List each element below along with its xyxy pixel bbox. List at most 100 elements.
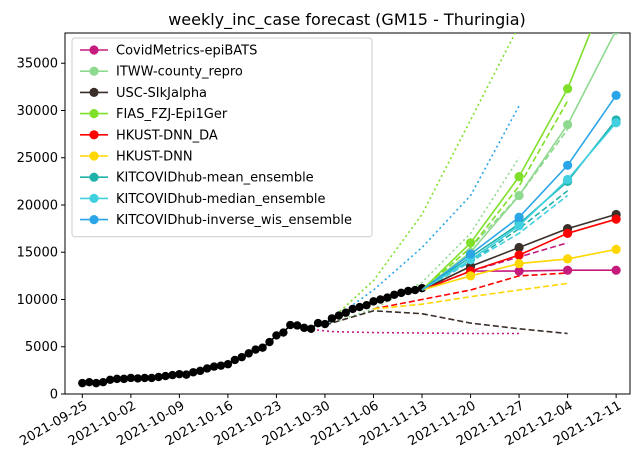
- legend-label-hkust-dnn: HKUST-DNN: [116, 150, 193, 165]
- legend-label-covidmetrics-epibats: CovidMetrics-epiBATS: [116, 44, 257, 59]
- legend-label-itww-county-repro: ITWW-county_repro: [116, 65, 243, 80]
- observed-point: [383, 293, 392, 302]
- observed-point: [258, 343, 267, 352]
- legend-marker-kitcovidhub-median-ensemble: [89, 193, 99, 203]
- observed-point: [189, 368, 198, 377]
- dotted-line-covidmetrics-epibats: [297, 327, 520, 335]
- y-tick-label: 25000: [17, 151, 58, 166]
- observed-point: [168, 370, 177, 380]
- legend-box: [71, 37, 373, 238]
- y-tick-label: 30000: [17, 104, 58, 119]
- chart-title: weekly_inc_case forecast (GM15 - Thuring…: [168, 10, 526, 30]
- observed-point: [195, 366, 205, 376]
- legend-marker-covidmetrics-epibats: [89, 45, 99, 55]
- observed-point: [140, 373, 149, 383]
- series-point-hkust-dnn: [563, 254, 573, 264]
- observed-point: [341, 308, 350, 317]
- observed-point: [403, 286, 413, 296]
- legend-marker-kitcovidhub-inverse-wis-ensemble: [89, 215, 99, 225]
- dotted-line-itww-county-repro: [324, 157, 520, 326]
- legend-label-kitcovidhub-median-ensemble: KITCOVIDhub-median_ensemble: [116, 192, 326, 207]
- observed-point: [306, 324, 316, 333]
- legend-label-fias-fzj-epi1ger: FIAS_FZJ-Epi1Ger: [116, 107, 228, 122]
- observed-point: [334, 311, 344, 320]
- observed-point: [397, 288, 406, 298]
- series-point-covidmetrics-epibats: [563, 265, 573, 275]
- y-tick-label: 15000: [17, 246, 58, 261]
- observed-point: [348, 304, 357, 314]
- observed-point: [279, 328, 288, 337]
- legend-label-usc-sikjalpha: USC-SIkJalpha: [116, 86, 207, 101]
- observed-point: [78, 378, 87, 388]
- observed-point: [320, 319, 330, 329]
- observed-point: [105, 375, 115, 385]
- dashed-line-hkust-dnn: [373, 282, 568, 310]
- observed-point: [91, 378, 101, 388]
- observed-point: [417, 283, 427, 293]
- series-point-fias-fzj-epi1ger: [465, 238, 476, 248]
- observed-point: [237, 352, 246, 362]
- observed-point: [230, 355, 240, 365]
- observed-point: [175, 369, 184, 379]
- observed-point: [293, 321, 302, 330]
- series-point-itww-county-repro: [612, 33, 620, 35]
- observed-point: [112, 374, 122, 384]
- series-point-kitcovidhub-inverse-wis-ensemble: [563, 160, 573, 170]
- observed-point: [390, 290, 399, 299]
- observed-point: [327, 314, 337, 323]
- plot-area: [78, 33, 621, 388]
- observed-point: [272, 331, 281, 340]
- x-axis: 2021-09-252021-10-022021-10-092021-10-16…: [17, 394, 624, 449]
- observed-point: [313, 318, 323, 328]
- legend-label-hkust-dnn-da: HKUST-DNN_DA: [116, 128, 218, 143]
- series-point-hkust-dnn-da: [514, 250, 524, 260]
- observed-point: [369, 297, 378, 306]
- observed-point: [223, 360, 233, 369]
- observed-point: [216, 361, 226, 370]
- observed-point: [251, 345, 260, 354]
- legend-marker-itww-county-repro: [89, 66, 99, 76]
- series-point-itww-county-repro: [514, 190, 524, 201]
- legend-marker-fias-fzj-epi1ger: [89, 109, 99, 119]
- observed-point: [355, 302, 364, 312]
- series-point-covidmetrics-epibats: [611, 265, 621, 275]
- series-point-kitcovidhub-median-ensemble: [563, 174, 573, 185]
- legend-label-kitcovidhub-mean-ensemble: KITCOVIDhub-mean_ensemble: [116, 171, 314, 186]
- legend-marker-usc-sikjalpha: [89, 87, 99, 97]
- legend: CovidMetrics-epiBATS ITWW-county_repro USC…: [71, 37, 373, 238]
- y-tick-label: 0: [50, 388, 58, 403]
- observed-point: [126, 373, 136, 383]
- y-tick-label: 35000: [17, 57, 58, 72]
- series-point-kitcovidhub-inverse-wis-ensemble: [465, 249, 476, 259]
- observed-point: [376, 295, 385, 304]
- series-point-fias-fzj-epi1ger: [563, 84, 573, 94]
- observed-point: [286, 320, 295, 330]
- series-point-usc-sikjalpha: [514, 242, 524, 253]
- observed-point: [119, 374, 129, 384]
- series-point-kitcovidhub-median-ensemble: [611, 118, 621, 128]
- y-tick-label: 5000: [25, 340, 58, 355]
- observed-point: [85, 377, 94, 387]
- observed-point: [133, 374, 142, 383]
- series-point-hkust-dnn: [611, 244, 621, 255]
- dashed-line-kitcovidhub-median-ensemble: [421, 194, 569, 291]
- series-point-fias-fzj-epi1ger: [514, 172, 524, 182]
- series-line-covidmetrics-epibats: [470, 269, 617, 272]
- observed-point: [202, 364, 212, 373]
- observed-point: [154, 372, 163, 382]
- legend-marker-kitcovidhub-mean-ensemble: [89, 172, 99, 182]
- series-point-hkust-dnn-da: [563, 228, 573, 238]
- y-tick-label: 20000: [17, 198, 58, 213]
- y-axis: 0 5000 10000 15000 20000 25000 30000 35000: [17, 57, 65, 403]
- series-point-covidmetrics-epibats: [514, 266, 524, 276]
- observed-point: [265, 337, 274, 347]
- observed-point: [299, 323, 309, 333]
- observed-point: [244, 349, 253, 358]
- observed-point: [98, 377, 108, 387]
- y-tick-label: 10000: [17, 293, 58, 308]
- series-point-itww-county-repro: [563, 120, 573, 130]
- plot-frame: [64, 32, 631, 395]
- series-point-hkust-dnn-da: [611, 214, 621, 224]
- dashed-line-covidmetrics-epibats: [421, 242, 568, 291]
